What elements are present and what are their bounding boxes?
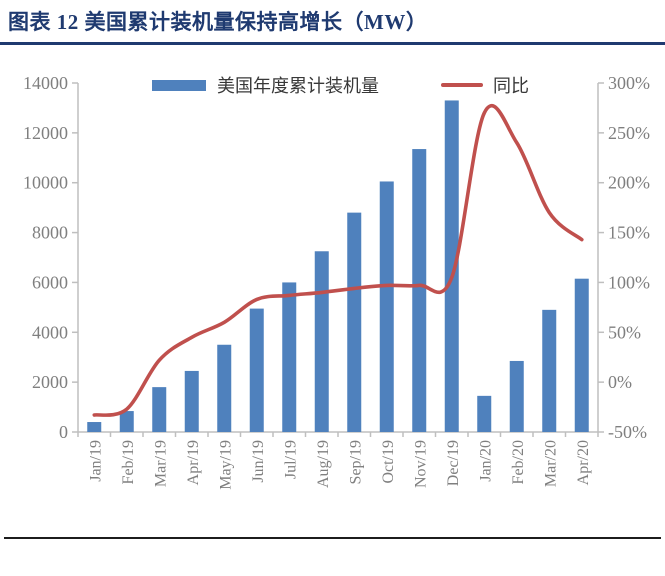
bar (119, 411, 134, 432)
chart-legend: 美国年度累计装机量 同比 (152, 72, 529, 98)
bar-legend-swatch-icon (152, 79, 206, 91)
x-tick-label: Sep/19 (347, 440, 364, 484)
left-axis-tick-label: 14000 (23, 73, 68, 93)
x-tick-label: Mar/19 (152, 440, 169, 487)
x-tick-label: Apr/19 (185, 440, 202, 485)
bar (217, 344, 232, 432)
yoy-line (92, 104, 584, 417)
figure-title: 图表 12 美国累计装机量保持高增长（MW） (8, 10, 428, 34)
left-axis-tick-label: 0 (59, 422, 68, 442)
right-axis-tick-label: -50% (608, 422, 647, 442)
bar (379, 181, 394, 432)
bar (184, 370, 199, 432)
bar (314, 251, 329, 432)
right-axis-tick-label: 300% (608, 73, 650, 93)
bar (87, 422, 102, 432)
bar (444, 100, 459, 432)
bar (347, 212, 362, 432)
left-axis-tick-label: 8000 (32, 223, 68, 243)
x-tick-label: Jan/20 (477, 440, 494, 482)
x-tick-label: Mar/20 (542, 440, 559, 487)
right-axis-tick-label: 50% (608, 322, 641, 342)
left-axis-tick-label: 12000 (23, 123, 68, 143)
x-tick-label: May/19 (217, 440, 234, 490)
x-tick-label: Nov/19 (412, 440, 429, 488)
bar (282, 282, 297, 432)
x-tick-label: Jan/19 (87, 440, 104, 482)
bar (542, 309, 557, 432)
bar (574, 278, 589, 432)
x-tick-label: Jun/19 (250, 440, 267, 483)
x-tick-label: Dec/19 (445, 440, 462, 486)
bar (509, 360, 524, 432)
bar (412, 149, 427, 432)
x-tick-label: Feb/19 (120, 440, 137, 484)
line-legend-label: 同比 (493, 76, 529, 96)
bar (249, 308, 264, 432)
left-axis-tick-label: 6000 (32, 272, 68, 292)
bar (152, 387, 167, 432)
x-tick-label: Oct/19 (380, 440, 397, 484)
x-tick-label: Jul/19 (282, 440, 299, 479)
right-axis-tick-label: 100% (608, 272, 650, 292)
left-axis-tick-label: 10000 (23, 173, 68, 193)
bar (477, 395, 492, 432)
line-legend-swatch-icon (441, 83, 483, 87)
right-axis-tick-label: 200% (608, 173, 650, 193)
bar-legend-label: 美国年度累计装机量 (217, 76, 379, 96)
x-tick-label: Apr/20 (575, 440, 592, 485)
bottom-divider (4, 537, 661, 539)
title-underline (0, 42, 665, 45)
x-tick-label: Feb/20 (510, 440, 527, 484)
right-axis-tick-label: 150% (608, 223, 650, 243)
right-axis-tick-label: 250% (608, 123, 650, 143)
left-axis-tick-label: 4000 (32, 322, 68, 342)
x-tick-label: Aug/19 (315, 440, 332, 488)
right-axis-tick-label: 0% (608, 372, 632, 392)
left-axis-tick-label: 2000 (32, 372, 68, 392)
